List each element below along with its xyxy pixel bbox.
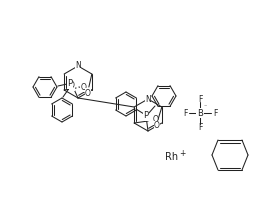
Text: B: B	[197, 108, 203, 117]
Text: ⁻: ⁻	[203, 105, 207, 110]
Text: O: O	[85, 89, 91, 97]
Text: O: O	[152, 115, 158, 125]
Text: P: P	[143, 112, 149, 120]
Text: O: O	[69, 82, 75, 90]
Text: N: N	[145, 94, 151, 104]
Text: Rh: Rh	[165, 152, 179, 162]
Text: F: F	[198, 94, 202, 104]
Text: P: P	[67, 79, 73, 89]
Text: +: +	[179, 148, 185, 158]
Text: O: O	[154, 122, 160, 130]
Text: F: F	[213, 108, 217, 117]
Text: N: N	[75, 61, 81, 71]
Text: O: O	[80, 82, 86, 92]
Text: F: F	[183, 108, 187, 117]
Text: F: F	[198, 123, 202, 132]
